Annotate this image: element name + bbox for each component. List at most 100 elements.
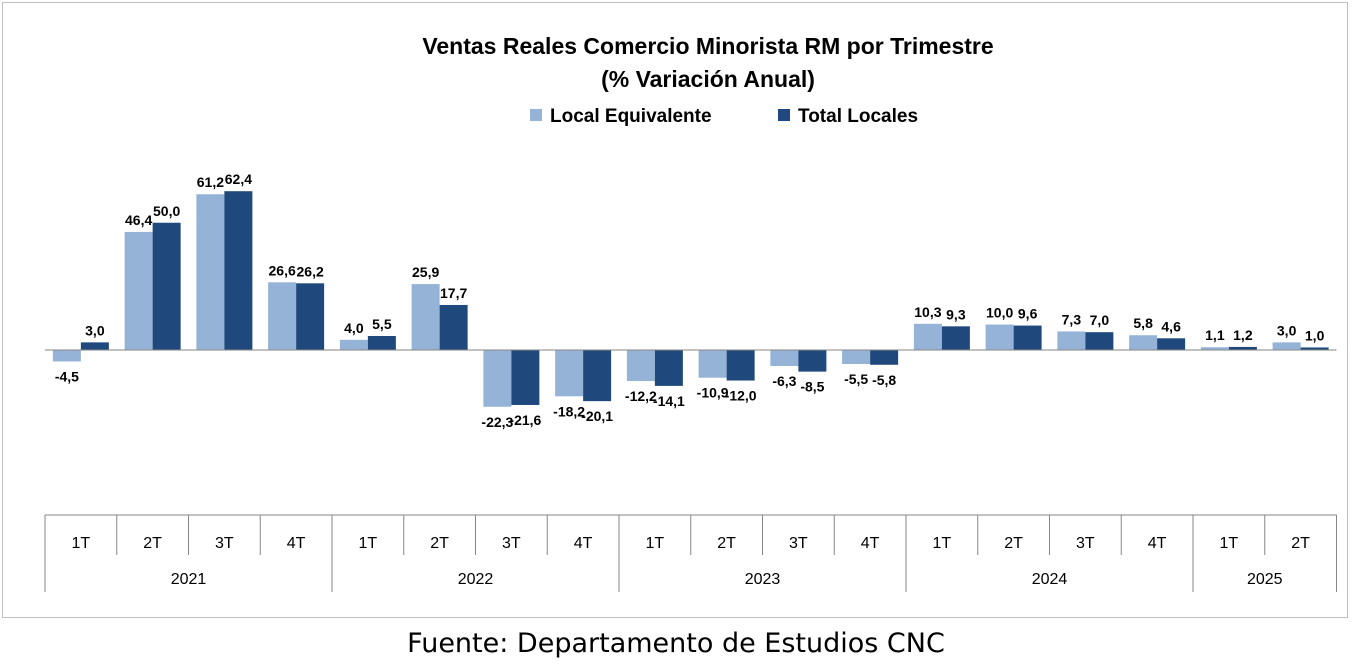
data-label: 5,8 [1133,315,1153,331]
bar [1085,332,1114,350]
data-label: -4,5 [55,368,79,384]
bar [80,342,109,350]
bar [1157,338,1186,350]
year-label: 2022 [458,571,494,588]
x-tick-label: 3T [215,535,234,552]
bars-group: -4,5 3,0 46,450,0 61,2 62,4 26,6 26,2 4,0 5,5 25,… [52,171,1329,430]
data-label: 1,2 [1233,327,1253,343]
data-label: 3,0 [1277,322,1297,338]
data-label: 4,6 [1161,318,1181,334]
year-label: 2025 [1247,571,1283,588]
source-note: Fuente: Departamento de Estudios CNC [407,628,945,659]
chart-title: Ventas Reales Comercio Minorista RM por … [422,33,993,59]
bar [296,283,325,350]
bar [224,191,253,350]
bar [1057,331,1086,350]
bar [439,304,468,350]
bar [1228,346,1257,350]
bar [626,350,655,382]
year-label: 2024 [1032,571,1068,588]
bar [698,350,727,378]
legend-swatch [778,109,790,121]
data-label: 4,0 [344,320,364,336]
legend: Local Equivalente Total Locales [530,106,918,127]
data-label: 9,3 [946,306,966,322]
bar [555,350,584,397]
bar [726,350,755,381]
data-label: -20,1 [581,408,613,424]
data-label: 1,0 [1305,327,1325,343]
data-label: 1,1 [1205,327,1225,343]
bar [1300,347,1329,350]
data-label: -5,5 [844,371,868,387]
x-tick-label: 2T [143,535,162,552]
data-label: 17,7 [440,285,467,301]
data-label: -10,9 [697,385,729,401]
data-label: 61,2 [197,174,224,190]
data-label: -12,0 [725,388,757,404]
data-label: -21,6 [509,412,541,428]
data-label: -12,2 [625,388,657,404]
bar [941,326,970,350]
year-label: 2021 [171,571,207,588]
x-tick-label: 2T [1004,535,1023,552]
x-tick-label: 2T [1291,535,1310,552]
data-label: 7,3 [1062,311,1082,327]
legend-label: Local Equivalente [550,106,712,127]
x-tick-label: 3T [789,535,808,552]
x-tick-label: 3T [502,535,521,552]
bar [268,282,297,350]
bar [1200,347,1229,350]
chart: Ventas Reales Comercio Minorista RM por … [44,33,1337,592]
bar [654,350,683,386]
data-label: 50,0 [153,203,180,219]
x-tick-label: 1T [359,535,378,552]
bar [913,323,942,350]
x-tick-label: 2T [717,535,736,552]
bar [511,350,540,405]
bar [483,350,512,407]
x-tick-label: 4T [861,535,880,552]
data-label: 62,4 [225,171,252,187]
data-label: 25,9 [412,264,439,280]
data-label: 9,6 [1018,306,1038,322]
bar [367,336,396,350]
bar [583,350,612,402]
bar [870,350,899,365]
x-tick-label: 1T [1220,535,1239,552]
x-tick-label: 4T [287,535,306,552]
data-label: -8,5 [800,379,824,395]
bar [798,350,827,372]
bar [1272,342,1301,350]
bar [124,231,153,350]
x-tick-label: 3T [1076,535,1095,552]
x-tick-label: 1T [646,535,665,552]
data-label: -22,3 [481,414,513,430]
year-label: 2023 [745,571,781,588]
bar [52,350,81,362]
chart-frame [2,2,1348,618]
bar [985,324,1014,350]
chart-subtitle: (% Variación Anual) [601,66,815,92]
data-label: 26,6 [269,262,296,278]
bar [842,350,871,364]
data-label: 10,3 [914,304,941,320]
legend-swatch [530,109,542,121]
bar [1129,335,1158,350]
bar [152,222,181,350]
data-label: -6,3 [772,373,796,389]
x-tick-label: 4T [574,535,593,552]
x-tick-label: 1T [72,535,91,552]
data-label: 5,5 [372,316,392,332]
x-tick-label: 2T [430,535,449,552]
data-label: 46,4 [125,212,152,228]
data-label: 10,0 [986,305,1013,321]
bar [770,350,799,367]
data-label: 7,0 [1090,312,1110,328]
bar [196,194,225,350]
x-tick-label: 4T [1148,535,1167,552]
data-label: 26,2 [297,263,324,279]
bar [1013,325,1042,350]
legend-label: Total Locales [798,106,918,127]
data-label: -5,8 [872,372,896,388]
